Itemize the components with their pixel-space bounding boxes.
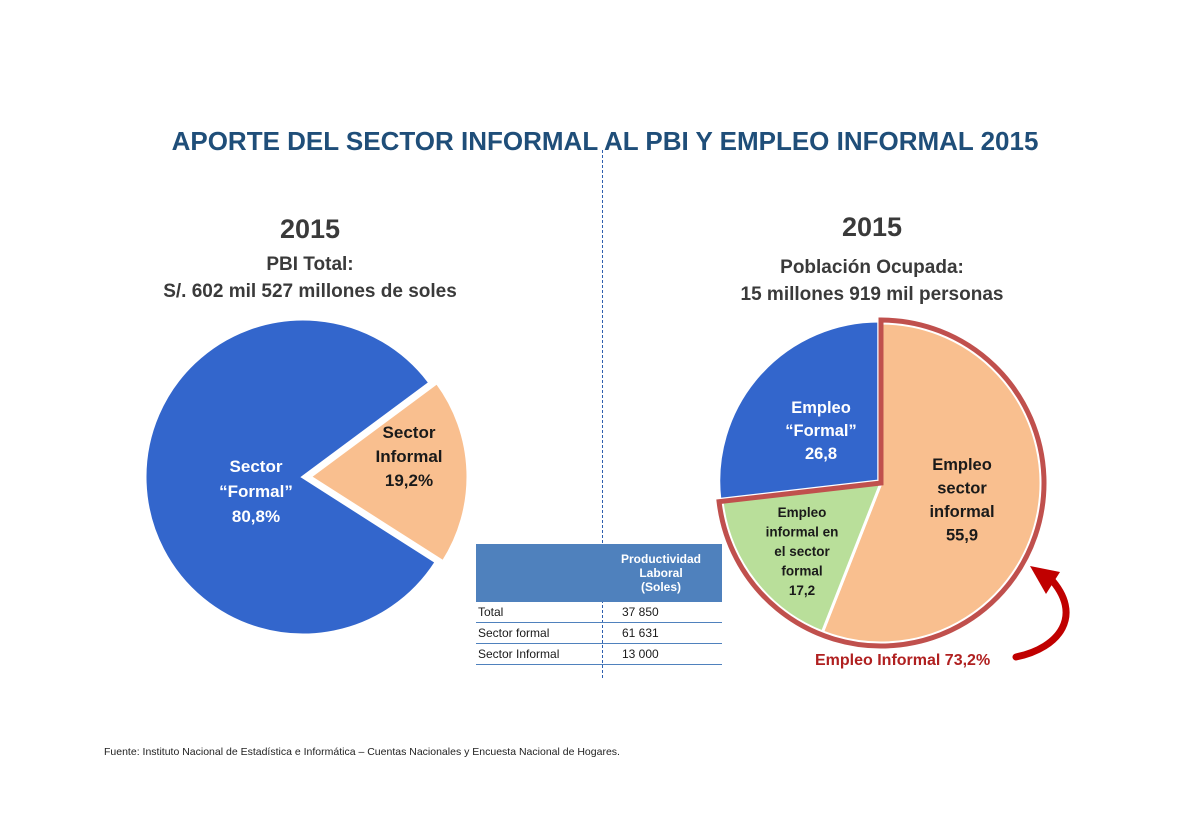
table-row: Sector formal 61 631	[476, 622, 722, 644]
slice-label-sector-informal-line: Sector	[383, 423, 436, 442]
slice-label-sector-informal-line: Informal	[375, 447, 442, 466]
row-label-sector-formal: Sector formal	[476, 622, 600, 644]
right-header: 2015 Población Ocupada: 15 millones 919 …	[684, 212, 1060, 308]
row-label-total: Total	[476, 602, 600, 623]
pie-slice-sector-formal	[143, 317, 439, 637]
slice-label-sector-informal-line: informal	[929, 503, 994, 521]
slice-label-sector-formal-line: “Formal”	[219, 482, 293, 501]
slice-label-sector-informal-line: 19,2%	[385, 471, 433, 490]
left-header: 2015 PBI Total: S/. 602 mil 527 millones…	[110, 214, 510, 305]
curved-arrow-icon	[1012, 574, 1070, 661]
slice-label-formal: Empleo “Formal” 26,8	[785, 399, 857, 463]
table-header-empty	[476, 544, 600, 602]
slice-label-sector-formal: Sector “Formal” 80,8%	[219, 457, 293, 526]
slice-label-informal-en-sector-formal-line: Empleo	[778, 505, 827, 520]
pie-slice-formal	[717, 319, 881, 501]
informal-highlight-ring	[716, 317, 1047, 649]
slice-label-informal-en-sector-formal: Empleo informal en el sector formal 17,2	[766, 505, 839, 598]
pie-empleo: Empleo sector informal 55,9 Empleo informal e…	[717, 319, 1043, 645]
table-header-row: Productividad Laboral (Soles)	[476, 544, 722, 602]
right-subtitle-1: Población Ocupada:	[780, 257, 964, 278]
slice-label-sector-informal: Sector Informal 19,2%	[375, 423, 442, 490]
left-subtitle-1: PBI Total:	[266, 254, 354, 275]
divider-line	[602, 150, 603, 678]
slice-label-sector-informal-line: sector	[937, 480, 987, 498]
source-note: Fuente: Instituto Nacional de Estadístic…	[104, 746, 620, 758]
right-year: 2015	[841, 212, 903, 242]
pie-slice-informal-en-sector-formal	[720, 481, 884, 634]
row-value-sector-informal: 13 000	[600, 643, 722, 665]
chart-title: APORTE DEL SECTOR INFORMAL AL PBI Y EMPL…	[171, 126, 1039, 156]
slice-label-formal-line: “Formal”	[785, 422, 857, 440]
slice-label-informal-en-sector-formal-line: formal	[781, 564, 822, 579]
slice-label-sector-formal-line: 80,8%	[232, 507, 280, 526]
slice-label-informal-en-sector-formal-line: 17,2	[789, 583, 815, 598]
table-row: Sector Informal 13 000	[476, 643, 722, 665]
left-subtitle-2: S/. 602 mil 527 millones de soles	[163, 281, 457, 302]
header-line-1: Productividad	[620, 552, 701, 566]
row-value-total: 37 850	[600, 602, 722, 623]
pie-slice-sector-informal	[307, 380, 470, 564]
arrow-head-icon	[1030, 566, 1060, 594]
header-line-2: Laboral	[639, 566, 683, 580]
table-row: Total 37 850	[476, 602, 722, 623]
slice-label-formal-line: 26,8	[805, 445, 837, 463]
slice-label-formal-line: Empleo	[791, 399, 851, 417]
right-subtitle-2: 15 millones 919 mil personas	[740, 284, 1004, 305]
productivity-table: Productividad Laboral (Soles) Total 37 8…	[476, 544, 722, 665]
pie-slice-sector-informal	[820, 321, 1043, 645]
pie-pbi: Sector “Formal” 80,8% Sector Informal 19,2%	[143, 317, 470, 637]
slice-label-informal-en-sector-formal-line: informal en	[766, 525, 839, 540]
slice-label-sector-formal-line: Sector	[230, 457, 283, 476]
slice-label-sector-informal-line: 55,9	[946, 527, 978, 545]
slice-label-sector-informal: Empleo sector informal 55,9	[929, 456, 994, 545]
table-header-productividad: Productividad Laboral (Soles)	[600, 544, 722, 602]
header-line-3: (Soles)	[640, 580, 681, 594]
left-year: 2015	[279, 214, 341, 244]
slice-label-informal-en-sector-formal-line: el sector	[774, 544, 830, 559]
row-value-sector-formal: 61 631	[600, 622, 722, 644]
slice-label-sector-informal-line: Empleo	[932, 456, 992, 474]
informal-total-label: Empleo Informal 73,2%	[815, 652, 991, 669]
row-label-sector-informal: Sector Informal	[476, 643, 600, 665]
